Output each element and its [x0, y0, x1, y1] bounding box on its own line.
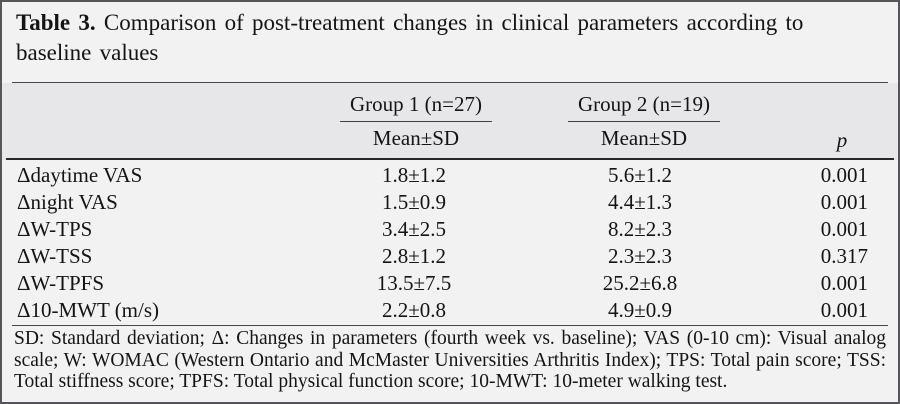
- table-footnote: SD: Standard deviation; Δ: Changes in pa…: [14, 328, 886, 392]
- table-row: Δnight VAS 1.5±0.9 4.4±1.3 0.001: [2, 189, 898, 216]
- row-label: ΔW-TPS: [17, 217, 93, 241]
- cell-group1-value: 1.8±1.2: [381, 163, 447, 187]
- cell-p-value: 0.001: [820, 163, 868, 187]
- row-label: ΔW-TSS: [17, 244, 93, 268]
- group1-subheader: Mean±SD: [372, 126, 460, 150]
- table-title: Table 3. Comparison of post-treatment ch…: [16, 8, 884, 68]
- cell-p-value: 0.001: [820, 271, 868, 295]
- column-header-group2: Group 2 (n=19) Mean±SD: [568, 91, 720, 152]
- row-label: Δdaytime VAS: [17, 163, 143, 187]
- rule-above-footnote: [12, 325, 888, 326]
- table-row: Δdaytime VAS 1.8±1.2 5.6±1.2 0.001: [2, 162, 898, 189]
- cell-group2-value: 8.2±2.3: [607, 217, 673, 241]
- cell-group1-value: 2.2±0.8: [381, 298, 447, 322]
- cell-group2-value: 4.4±1.3: [607, 190, 673, 214]
- row-label: Δ10-MWT (m/s): [17, 298, 160, 322]
- cell-p-value: 0.001: [820, 190, 868, 214]
- cell-group1-value: 3.4±2.5: [381, 217, 447, 241]
- cell-p-value: 0.001: [820, 298, 868, 322]
- group1-label: Group 1 (n=27): [340, 91, 492, 122]
- table-row: ΔW-TPS 3.4±2.5 8.2±2.3 0.001: [2, 216, 898, 243]
- cell-group1-value: 1.5±0.9: [381, 190, 447, 214]
- cell-p-value: 0.317: [820, 244, 868, 268]
- cell-group1-value: 2.8±1.2: [381, 244, 447, 268]
- table-row: ΔW-TPFS 13.5±7.5 25.2±6.8 0.001: [2, 270, 898, 297]
- cell-p-value: 0.001: [820, 217, 868, 241]
- cell-group2-value: 2.3±2.3: [607, 244, 673, 268]
- cell-group1-value: 13.5±7.5: [376, 271, 452, 295]
- rule-under-header: [6, 158, 894, 160]
- row-label: ΔW-TPFS: [17, 271, 105, 295]
- column-header-group1: Group 1 (n=27) Mean±SD: [340, 91, 492, 152]
- table-body: Δdaytime VAS 1.8±1.2 5.6±1.2 0.001 Δnigh…: [2, 162, 898, 324]
- cell-group2-value: 4.9±0.9: [607, 298, 673, 322]
- cell-group2-value: 5.6±1.2: [607, 163, 673, 187]
- table-caption: Comparison of post-treatment changes in …: [16, 10, 804, 65]
- group2-subheader: Mean±SD: [600, 126, 688, 150]
- table-row: ΔW-TSS 2.8±1.2 2.3±2.3 0.317: [2, 243, 898, 270]
- column-header-p: p: [836, 128, 848, 152]
- row-label: Δnight VAS: [17, 190, 118, 214]
- table-header-band: Group 1 (n=27) Mean±SD Group 2 (n=19) Me…: [2, 83, 898, 160]
- table-number: Table 3.: [16, 10, 96, 35]
- table-row: Δ10-MWT (m/s) 2.2±0.8 4.9±0.9 0.001: [2, 297, 898, 324]
- rule-under-title: [12, 82, 888, 83]
- cell-group2-value: 25.2±6.8: [602, 271, 678, 295]
- group2-label: Group 2 (n=19): [568, 91, 720, 122]
